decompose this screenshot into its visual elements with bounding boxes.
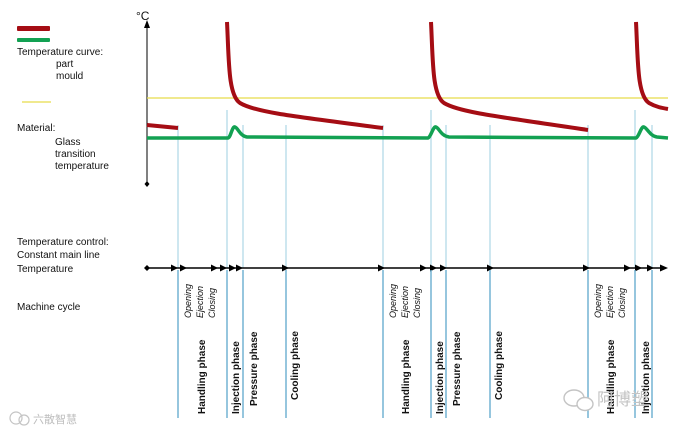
timeline-arrow [180,264,187,272]
timeline-arrows [171,264,654,272]
phase-injection: Injection phase [641,341,652,414]
legend-temperature-curve-label: Temperature curve: [17,47,103,58]
part-curve-cycle-2 [429,21,589,132]
cycle-marker-lines [177,110,653,268]
timeline-arrow [647,264,654,272]
cycle-3-labels: Opening Ejection Closing Handling phase … [593,284,652,414]
phase-injection: Injection phase [435,341,446,414]
timeline-arrow [171,264,178,272]
part-temperature-curve [146,21,669,132]
control-line-3: Temperature [17,264,74,275]
watermark-right-text: 阿博塑 [597,390,648,410]
timeline-arrow [220,264,227,272]
phase-separators [177,270,653,418]
cycle-1-labels: Opening Ejection Closing Handling phase … [183,284,301,414]
timeline-arrow-end [660,264,668,272]
cycle-2-labels: Opening Ejection Closing Handling phase … [388,284,505,414]
legend-transition-label: transition [55,149,96,160]
watermark-left-icon [18,414,30,426]
timeline-start-diamond [144,265,150,271]
phase-opening: Opening [183,284,193,318]
timeline-arrow [378,264,385,272]
phase-pressure: Pressure phase [249,331,260,406]
watermark-right-icon [576,396,594,412]
watermark-left: 六散智慧 [9,411,77,426]
phase-ejection: Ejection [605,286,615,318]
phase-cooling: Cooling phase [290,331,301,400]
phase-opening: Opening [593,284,603,318]
timeline-arrow [282,264,289,272]
timeline-arrow [624,264,631,272]
phase-opening: Opening [388,284,398,318]
legend-glass-label: Glass [55,137,81,148]
timeline-arrow [583,264,590,272]
timeline-arrow [635,264,642,272]
phase-injection: Injection phase [231,341,242,414]
timeline-arrow [430,264,437,272]
y-axis-arrow [144,20,150,28]
phase-handling: Handling phase [401,339,412,414]
timeline-arrow [229,264,236,272]
legend-material-label: Material: [17,123,55,134]
part-curve-cycle-3 [634,21,669,111]
timeline-arrow [236,264,243,272]
phase-closing: Closing [412,288,422,318]
phase-cooling: Cooling phase [494,331,505,400]
part-curve-cycle-1 [225,21,384,130]
y-axis-unit: °C [136,9,150,23]
timeline-arrow [440,264,447,272]
watermark-left-icon [9,411,23,425]
timeline-arrow [420,264,427,272]
phase-handling: Handling phase [197,339,208,414]
phase-closing: Closing [207,288,217,318]
legend-part-label: part [56,59,73,70]
control-line-2: Constant main line [17,250,100,261]
machine-cycle-label: Machine cycle [17,302,81,313]
phase-ejection: Ejection [195,286,205,318]
phase-pressure: Pressure phase [452,331,463,406]
legend-part-swatch [17,26,50,31]
part-curve-start [146,123,179,130]
timeline-arrow [211,264,218,272]
mould-temperature-curve [147,125,669,140]
legend-mould-swatch [17,38,50,42]
phase-closing: Closing [617,288,627,318]
phase-handling: Handling phase [606,339,617,414]
phase-ejection: Ejection [400,286,410,318]
timeline-arrow [487,264,494,272]
y-axis-end-diamond [144,181,150,187]
legend-mould-label: mould [56,71,83,82]
watermark-left-text: 六散智慧 [33,412,77,426]
control-line-1: Temperature control: [17,237,109,248]
watermark-right: 阿博塑 [563,389,648,412]
legend-temperature-label: temperature [55,161,109,172]
